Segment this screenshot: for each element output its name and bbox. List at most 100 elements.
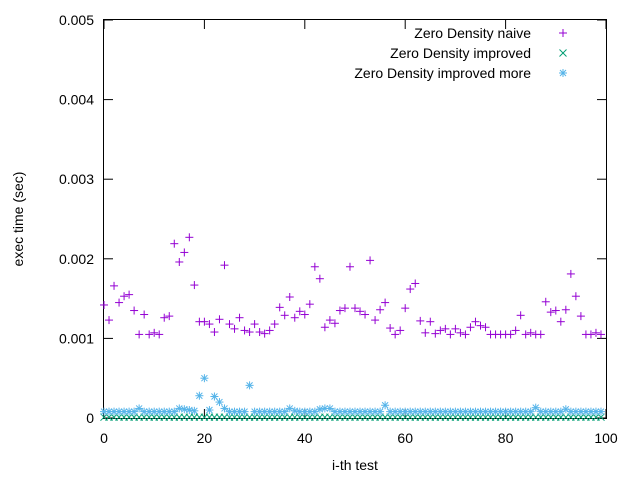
legend: Zero Density naive Zero Density improved Z… [354,25,567,81]
data-point [290,406,299,415]
data-point [255,328,264,337]
series-1 [100,233,605,339]
data-point [140,310,149,319]
data-point [596,330,605,339]
data-point [190,281,199,290]
data-point [210,328,219,337]
data-point [376,305,385,314]
data-point [285,293,294,302]
data-point [220,261,229,270]
data-point [155,330,164,339]
legend-marker [559,69,567,77]
data-point [431,407,440,416]
data-point [516,311,525,320]
data-point [596,407,605,416]
x-tick-label: 40 [297,430,313,446]
data-point [200,374,209,383]
data-point [541,407,550,416]
data-point [275,407,284,416]
data-point [230,324,239,333]
data-point [541,297,550,306]
data-point [230,407,239,416]
data-point [376,407,385,416]
data-point [471,407,480,416]
data-point [401,407,410,416]
data-point [120,292,129,301]
data-point [175,257,184,266]
data-point [235,407,244,416]
data-point [270,407,279,416]
legend-marker [559,49,567,57]
data-point [466,323,475,332]
data-point [275,303,284,312]
data-point [416,407,425,416]
legend-entry-label: Zero Density improved [390,45,531,61]
data-point [215,398,224,407]
x-axis: 0 20 40 60 80 100 [100,20,618,446]
legend-marker [559,29,567,37]
data-point [531,403,540,412]
data-point [371,316,380,325]
data-point [165,312,174,321]
data-point [521,330,530,339]
data-point [586,330,595,339]
x-tick-label: 80 [498,430,514,446]
data-point [526,407,535,416]
data-point [140,407,149,416]
data-point [441,407,450,416]
data-point [361,310,370,319]
data-point [200,317,209,326]
data-point [170,239,179,248]
data-point [591,407,600,416]
x-tick-label: 100 [594,430,618,446]
data-point [150,328,159,337]
y-tick-label: 0.002 [59,251,94,267]
data-point [240,326,249,335]
data-point [576,312,585,321]
data-point [320,404,329,413]
data-point [340,304,349,313]
data-point [195,391,204,400]
data-point [295,407,304,416]
data-point [566,269,575,278]
data-point [300,310,309,319]
data-point [511,326,520,335]
series-3 [100,374,605,416]
data-point [401,304,410,313]
y-axis: 0 0.001 0.002 0.003 0.004 0.005 [59,12,606,426]
data-point [381,401,390,410]
legend-entry-label: Zero Density naive [414,25,531,41]
data-point [135,330,144,339]
data-point [591,328,600,337]
y-tick-label: 0.003 [59,171,94,187]
data-point [130,306,139,315]
data-point [446,407,455,416]
data-point [345,407,354,416]
y-tick-label: 0.004 [59,92,94,108]
data-point [421,407,430,416]
x-tick-label: 20 [197,430,213,446]
data-point [561,305,570,314]
data-point [170,407,179,416]
data-point [260,329,269,338]
data-point [416,316,425,325]
data-point [456,328,465,337]
data-point [245,328,254,337]
data-point [110,281,119,290]
data-point [366,407,375,416]
data-point [526,328,535,337]
data-point [250,407,259,416]
data-point [381,298,390,307]
x-tick-label: 0 [100,430,108,446]
data-point [335,306,344,315]
data-point [280,407,289,416]
data-point [325,316,334,325]
data-point [586,407,595,416]
data-point [205,406,214,415]
data-point [310,262,319,271]
data-point [366,256,375,265]
data-point [406,285,415,294]
data-point [546,308,555,317]
legend-entry-label: Zero Density improved more [354,65,531,81]
